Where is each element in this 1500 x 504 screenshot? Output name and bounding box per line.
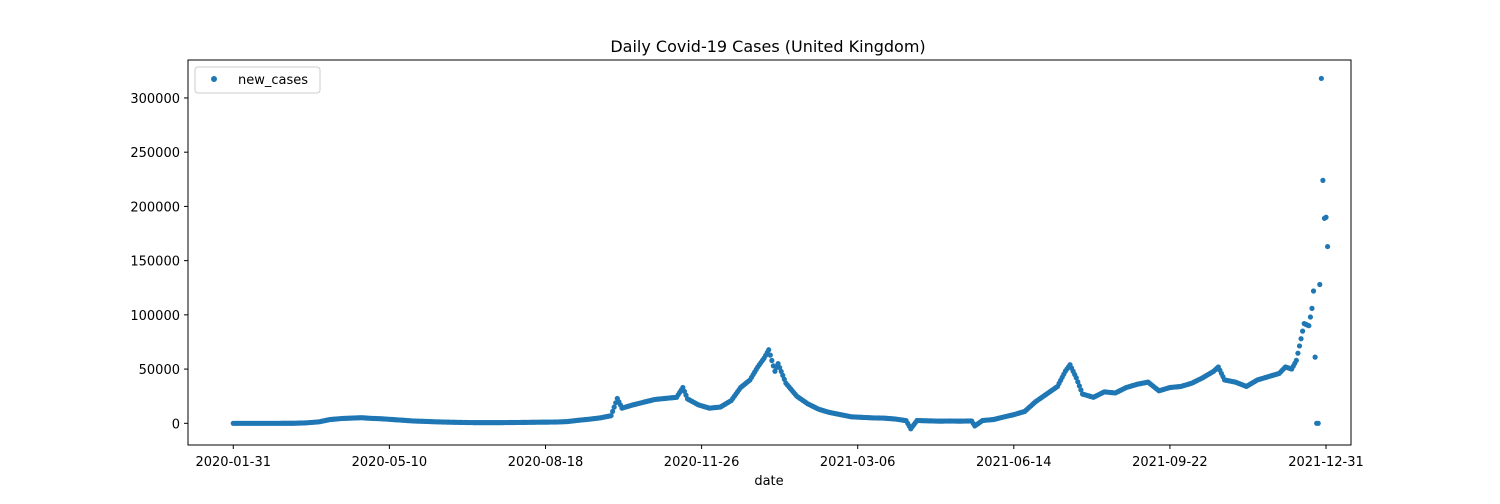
- data-point: [610, 408, 616, 415]
- legend-marker: [211, 76, 217, 82]
- data-point: [1300, 328, 1306, 334]
- data-point: [1073, 375, 1079, 381]
- data-point: [1318, 75, 1324, 82]
- data-point: [1307, 314, 1314, 320]
- x-axis: 2020-01-31 2020-05-10 2020-08-18 2020-11-26…: [195, 445, 1364, 470]
- data-point: [1317, 281, 1323, 288]
- data-point: [767, 352, 773, 358]
- data-point: [1293, 357, 1299, 364]
- data-point: [611, 404, 617, 410]
- x-tick-label: 2020-01-31: [195, 455, 271, 470]
- data-point: [1078, 387, 1084, 393]
- data-point: [1315, 420, 1321, 426]
- data-point: [1323, 214, 1329, 220]
- data-point: [608, 413, 614, 419]
- data-point: [1309, 305, 1315, 311]
- data-point: [1076, 383, 1082, 389]
- y-tick-label: 0: [172, 417, 180, 432]
- y-tick-label: 100000: [130, 309, 180, 324]
- data-point: [781, 376, 787, 382]
- y-tick-label: 50000: [139, 363, 180, 378]
- x-tick-label: 2020-08-18: [508, 455, 584, 470]
- data-point: [780, 372, 786, 378]
- y-axis: 0 50000 100000 150000 200000 250000 300000: [130, 92, 188, 432]
- y-tick-label: 150000: [130, 255, 180, 270]
- x-tick-label: 2021-03-06: [820, 455, 896, 470]
- legend-label: new_cases: [238, 73, 308, 88]
- legend: new_cases: [194, 66, 321, 94]
- x-tick-label: 2021-12-31: [1288, 455, 1364, 470]
- data-point: [769, 357, 775, 364]
- data-point: [775, 361, 781, 367]
- x-tick-label: 2021-09-22: [1132, 455, 1208, 470]
- y-tick-label: 200000: [130, 200, 180, 215]
- data-point: [778, 368, 784, 375]
- data-point: [1312, 354, 1318, 360]
- data-point: [777, 364, 783, 371]
- y-tick-label: 300000: [130, 92, 180, 107]
- legend-box: [194, 66, 321, 94]
- data-point: [1075, 379, 1081, 385]
- x-tick-label: 2020-05-10: [352, 455, 428, 470]
- chart-title: Daily Covid-19 Cases (United Kingdom): [610, 37, 925, 56]
- data-point: [1324, 243, 1331, 250]
- data-point: [1295, 350, 1301, 356]
- x-tick-label: 2021-06-14: [976, 455, 1052, 470]
- data-point: [1306, 323, 1312, 329]
- y-tick-label: 250000: [130, 146, 180, 161]
- data-point: [766, 347, 772, 353]
- data-point: [1320, 177, 1326, 183]
- points-layer: [230, 75, 1331, 432]
- data-point: [1310, 288, 1317, 294]
- plot-area: [187, 59, 1352, 446]
- x-tick-label: 2020-11-26: [664, 455, 740, 470]
- x-axis-label: date: [754, 474, 783, 489]
- data-point: [1296, 343, 1303, 349]
- data-point: [1298, 336, 1304, 342]
